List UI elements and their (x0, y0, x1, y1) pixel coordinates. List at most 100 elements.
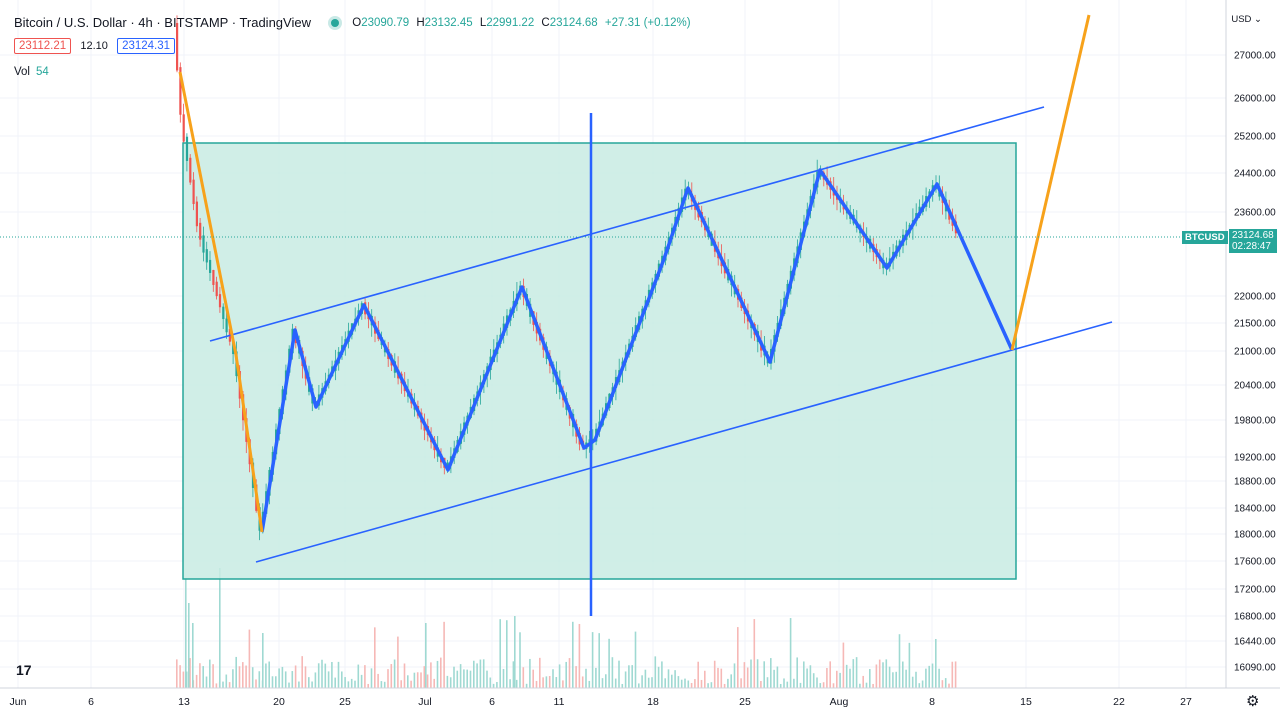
volume-bar (700, 679, 703, 688)
chart-legend: Bitcoin / U.S. Dollar · 4h · BITSTAMP · … (14, 14, 695, 30)
volume-bar (859, 683, 861, 688)
volume-bar (740, 678, 742, 688)
volume-bar (390, 664, 393, 688)
volume-bar (628, 665, 630, 688)
volume-bar (529, 658, 531, 688)
volume-bar (878, 659, 881, 688)
volume-bar (311, 681, 313, 688)
gear-icon[interactable]: ⚙ (1246, 693, 1260, 710)
volume-bar (251, 667, 254, 688)
volume-bar (446, 675, 449, 688)
time-axis-label: 27 (1180, 696, 1192, 708)
volume-bar (466, 669, 468, 688)
volume-bar (842, 642, 845, 688)
volume-bar (885, 659, 888, 688)
candle-body (182, 114, 185, 142)
candle-body (202, 235, 205, 253)
volume-bar (176, 659, 178, 688)
volume-bar (944, 678, 947, 688)
price-axis-label: 18400.00 (1234, 504, 1276, 515)
price-axis-label: 16440.00 (1234, 637, 1276, 648)
volume-bar (235, 656, 237, 688)
volume-bar (555, 677, 558, 688)
volume-bar (347, 681, 350, 688)
volume-bar (407, 675, 409, 688)
last-price-value: 23124.68 (1232, 230, 1274, 241)
volume-bar (826, 668, 828, 688)
volume-bar (397, 636, 399, 688)
volume-bar (849, 668, 851, 688)
volume-bar (552, 669, 554, 688)
volume-bar (902, 661, 904, 688)
volume-bar (215, 683, 218, 688)
volume-bar (941, 680, 944, 688)
volume-bar (661, 661, 663, 688)
market-status-icon[interactable] (330, 18, 339, 27)
buy-button[interactable]: 23124.31 (117, 38, 176, 54)
volume-bar (737, 627, 739, 688)
volume-bar (816, 677, 818, 688)
time-axis-label: 8 (929, 696, 935, 708)
sell-button[interactable]: 23112.21 (14, 38, 72, 54)
volume-bar (268, 661, 270, 688)
volume-bar (733, 663, 736, 688)
tradingview-logo-icon[interactable]: 17 (16, 662, 32, 678)
volume-bar (601, 678, 604, 688)
currency-selector[interactable]: USD ⌄ (1231, 14, 1262, 25)
volume-bar (294, 665, 297, 688)
volume-bar (298, 681, 300, 688)
volume-bar (440, 657, 442, 688)
volume-bar (750, 659, 752, 688)
volume-bar (690, 682, 693, 688)
volume-bar (746, 667, 749, 688)
volume-bar (275, 676, 277, 688)
volume-bar (651, 677, 653, 688)
volume-bar (707, 683, 709, 688)
volume-bar (872, 683, 874, 688)
volume-bar (905, 669, 907, 688)
volume-bar (199, 663, 201, 688)
candle-body (215, 281, 218, 297)
price-axis-label: 18000.00 (1234, 530, 1276, 541)
volume-bar (852, 659, 855, 688)
candle-body (189, 157, 192, 183)
volume-bar (262, 633, 264, 688)
volume-bar (423, 666, 426, 688)
volume-bar (789, 618, 792, 688)
volume-bar (779, 683, 782, 688)
candle-body (192, 179, 195, 205)
volume-bar (492, 683, 495, 688)
volume-bar (364, 665, 366, 688)
volume-bar (502, 668, 505, 688)
volume-bar (918, 683, 921, 688)
volume-bar (812, 673, 815, 688)
volume-bar (304, 666, 307, 688)
candle-body (209, 259, 212, 273)
volume-bar (704, 670, 706, 688)
volume-bar (265, 663, 267, 688)
volume-bar (344, 677, 346, 688)
volume-bar (588, 680, 591, 688)
volume-bar (463, 669, 465, 688)
volume-bar (634, 631, 637, 688)
volume-bar (383, 681, 386, 688)
volume-bar (618, 660, 620, 688)
volume-bar (189, 658, 191, 688)
time-axis-label: 6 (489, 696, 495, 708)
volume-bar (641, 675, 643, 688)
volume-legend[interactable]: Vol 54 (14, 66, 49, 78)
candle-body (222, 306, 225, 320)
volume-bar (321, 659, 323, 688)
volume-bar (605, 674, 607, 688)
volume-bar (572, 621, 574, 688)
volume-bar (433, 678, 435, 688)
volume-bar (341, 671, 343, 688)
price-axis-label: 22000.00 (1234, 292, 1276, 303)
volume-bar (519, 632, 521, 688)
volume-bar (291, 671, 294, 688)
symbol-title[interactable]: Bitcoin / U.S. Dollar · 4h · BITSTAMP · … (14, 15, 311, 31)
volume-bar (209, 659, 211, 688)
time-axis-label: 6 (88, 696, 94, 708)
volume-bar (638, 683, 640, 688)
